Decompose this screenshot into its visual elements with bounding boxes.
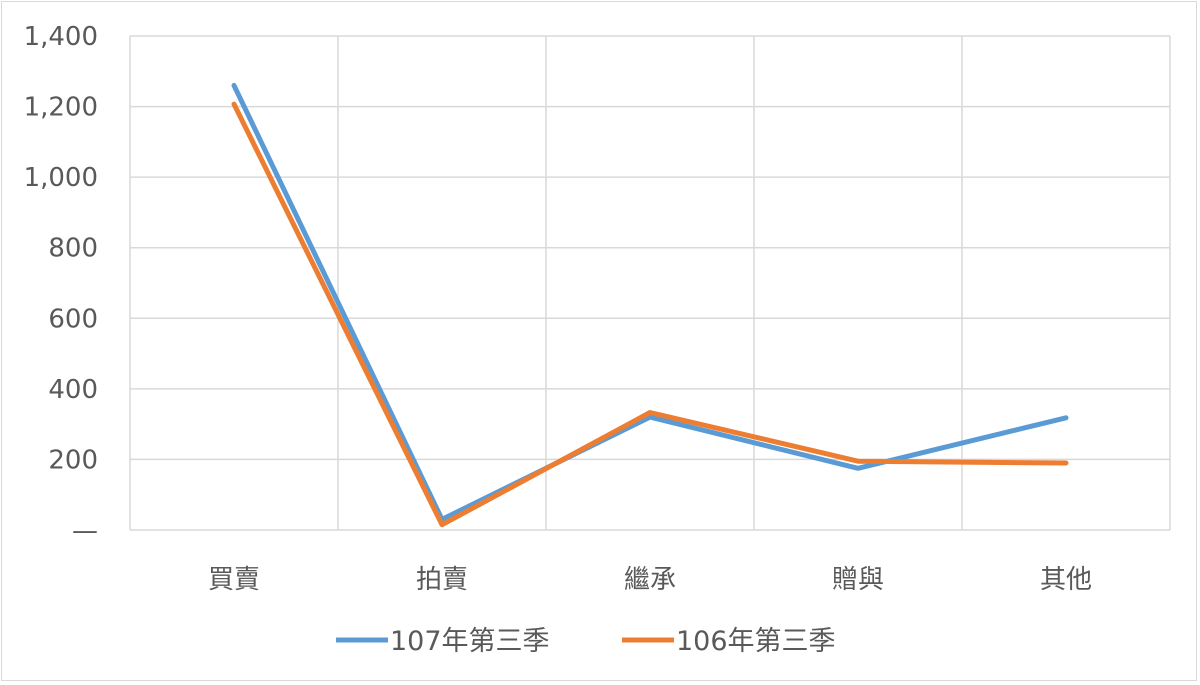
y-tick-label: 400: [48, 375, 98, 405]
y-axis-tick-labels: — 200 400 600 800 1,000 1,200 1,400: [24, 22, 98, 546]
y-tick-label: 1,000: [24, 163, 98, 193]
x-tick-label: 其他: [1040, 565, 1092, 595]
series-line-1: [231, 101, 1069, 528]
y-tick-label: 600: [48, 304, 98, 334]
y-tick-label: 1,400: [24, 22, 98, 52]
x-tick-label: 贈與: [832, 565, 884, 595]
x-axis-tick-labels: 買賣 拍賣 繼承 贈與 其他: [208, 565, 1092, 595]
legend: 107年第三季 106年第三季: [336, 626, 836, 657]
y-tick-label: 1,200: [24, 93, 98, 123]
y-tick-label: 800: [48, 234, 98, 264]
x-tick-label: 買賣: [208, 565, 260, 595]
legend-label: 106年第三季: [676, 626, 836, 657]
y-tick-label: 200: [48, 445, 98, 475]
series-lines: [231, 82, 1069, 528]
legend-label: 107年第三季: [390, 626, 550, 657]
series-line-0: [231, 82, 1069, 522]
y-tick-label: —: [72, 516, 98, 546]
x-tick-label: 繼承: [624, 565, 676, 595]
x-tick-label: 拍賣: [416, 565, 468, 595]
gridlines: [129, 35, 1171, 531]
